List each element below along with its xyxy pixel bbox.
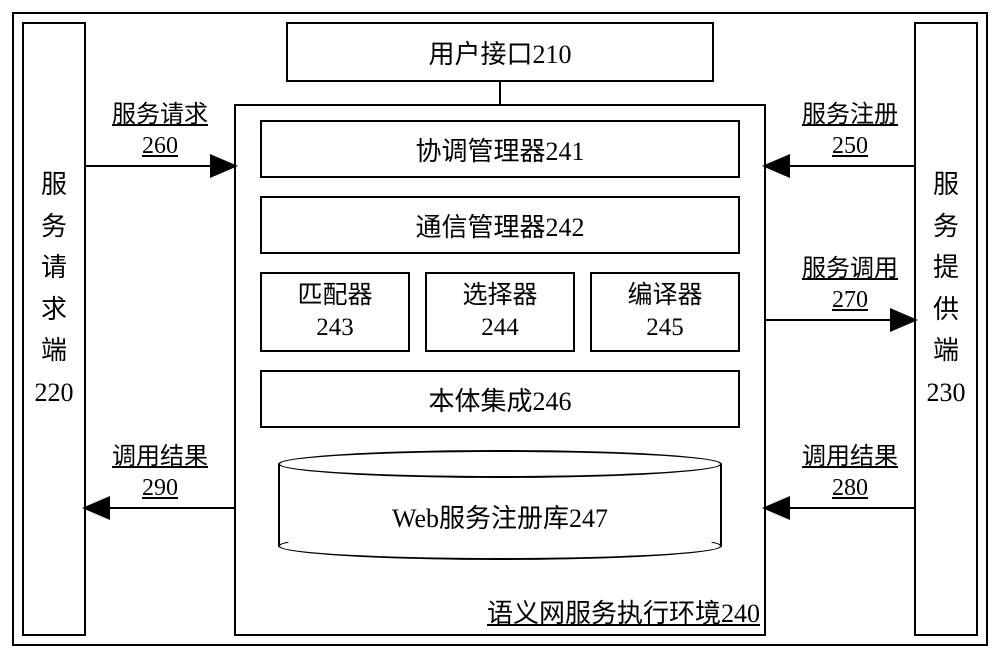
- service-provider-char-2: 提: [933, 247, 959, 289]
- matcher-label-1: 243: [316, 312, 354, 345]
- service-requester-char-1: 务: [41, 206, 67, 248]
- service-invoke-label-1: 270: [832, 287, 868, 313]
- service-register-label-0: 服务注册: [802, 102, 898, 128]
- diagram-canvas: 用户接口210 服 务 请 求 端 220 服 务 提 供 端 230 语义网服…: [0, 0, 1000, 658]
- service-provider-char-5: 230: [927, 372, 966, 414]
- service-request-label-0: 服务请求: [112, 102, 208, 128]
- comm-manager-box: 通信管理器242: [260, 196, 740, 254]
- ontology-label: 本体集成246: [428, 381, 571, 418]
- selector-label-1: 244: [481, 312, 519, 345]
- invoke-result-left-label: 调用结果 290: [100, 442, 220, 504]
- coordinator-label: 协调管理器241: [415, 131, 584, 168]
- matcher-box: 匹配器 243: [260, 272, 410, 352]
- selector-label-0: 选择器: [462, 280, 537, 313]
- comm-manager-label: 通信管理器242: [415, 207, 584, 244]
- service-register-label: 服务注册 250: [790, 100, 910, 162]
- service-provider-char-0: 服: [933, 164, 959, 206]
- service-provider-char-3: 供: [933, 289, 959, 331]
- compiler-label-0: 编译器: [627, 280, 702, 313]
- invoke-result-left-label-0: 调用结果: [112, 444, 208, 470]
- selector-box: 选择器 244: [425, 272, 575, 352]
- compiler-box: 编译器 245: [590, 272, 740, 352]
- service-invoke-label: 服务调用 270: [790, 254, 910, 316]
- ontology-box: 本体集成246: [260, 370, 740, 428]
- service-provider-box: 服 务 提 供 端 230: [914, 22, 978, 636]
- service-invoke-label-0: 服务调用: [802, 256, 898, 282]
- service-requester-char-3: 求: [41, 289, 67, 331]
- registry-label: Web服务注册库247: [392, 504, 608, 533]
- service-request-label-1: 260: [142, 133, 178, 159]
- service-provider-char-1: 务: [933, 206, 959, 248]
- coordinator-box: 协调管理器241: [260, 120, 740, 178]
- invoke-result-left-label-1: 290: [142, 475, 178, 501]
- matcher-label-0: 匹配器: [297, 280, 372, 313]
- invoke-result-right-label-0: 调用结果: [802, 444, 898, 470]
- user-interface-label: 用户接口210: [428, 34, 571, 71]
- service-requester-char-5: 220: [35, 372, 74, 414]
- user-interface-box: 用户接口210: [286, 22, 714, 82]
- compiler-label-1: 245: [646, 312, 684, 345]
- service-requester-char-4: 端: [41, 330, 67, 372]
- invoke-result-right-label-1: 280: [832, 475, 868, 501]
- swsee-caption: 语义网服务执行环境240: [440, 596, 760, 632]
- service-requester-char-0: 服: [41, 164, 67, 206]
- service-register-label-1: 250: [832, 133, 868, 159]
- service-request-label: 服务请求 260: [100, 100, 220, 162]
- registry-cylinder: Web服务注册库247: [278, 450, 722, 560]
- service-requester-char-2: 请: [41, 247, 67, 289]
- invoke-result-right-label: 调用结果 280: [790, 442, 910, 504]
- swsee-caption-text: 语义网服务执行环境240: [487, 599, 760, 628]
- service-provider-char-4: 端: [933, 330, 959, 372]
- service-requester-box: 服 务 请 求 端 220: [22, 22, 86, 636]
